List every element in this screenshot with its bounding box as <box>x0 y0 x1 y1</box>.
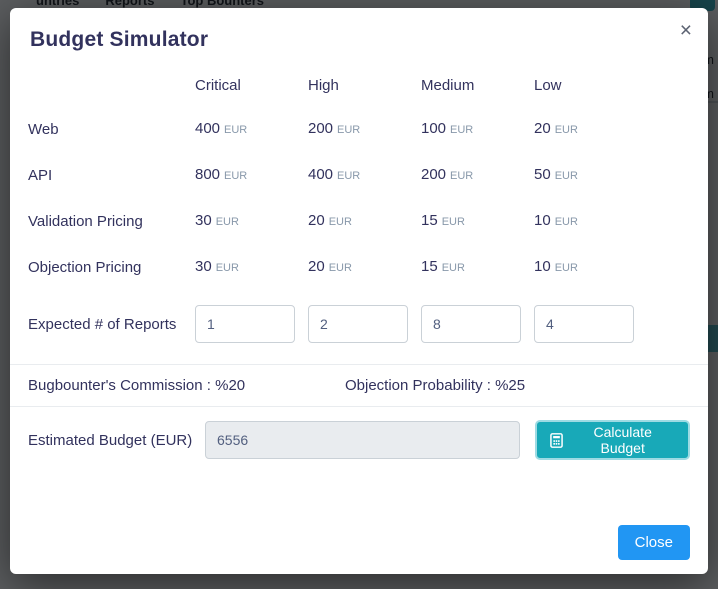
price-cell: 10 EUR <box>534 212 690 230</box>
column-header-low: Low <box>534 76 562 94</box>
table-row-validation-pricing: Validation Pricing 30 EUR 20 EUR 15 EUR 10 E… <box>28 198 690 244</box>
price-value: 20 <box>534 120 551 137</box>
price-value: 100 <box>421 120 447 137</box>
currency-unit: EUR <box>554 216 578 228</box>
currency-unit: EUR <box>554 170 578 182</box>
currency-unit: EUR <box>450 124 474 136</box>
reports-input-low[interactable] <box>534 305 634 343</box>
currency-unit: EUR <box>215 216 239 228</box>
row-label: Expected # of Reports <box>28 315 177 333</box>
price-value: 15 <box>421 212 438 229</box>
price-value: 50 <box>534 166 551 183</box>
currency-unit: EUR <box>215 262 239 274</box>
input-cell <box>308 305 421 343</box>
price-value: 200 <box>308 120 334 137</box>
estimated-budget-label: Estimated Budget (EUR) <box>28 431 193 449</box>
currency-unit: EUR <box>337 124 361 136</box>
pricing-table: Critical High Medium Low Web 400 EUR 200 E… <box>10 64 708 358</box>
commission-text: Bugbounter's Commission : %20 <box>28 377 246 394</box>
column-header-critical: Critical <box>195 76 241 94</box>
price-cell: 30 EUR <box>195 258 308 276</box>
reports-input-medium[interactable] <box>421 305 521 343</box>
price-value: 800 <box>195 166 221 183</box>
row-label: Objection Pricing <box>28 258 142 276</box>
currency-unit: EUR <box>441 216 465 228</box>
modal-footer: Close <box>10 525 708 574</box>
price-cell: 15 EUR <box>421 258 534 276</box>
price-cell: 200 EUR <box>421 166 534 184</box>
input-cell <box>195 305 308 343</box>
price-cell: 50 EUR <box>534 166 690 184</box>
price-value: 10 <box>534 258 551 275</box>
currency-unit: EUR <box>224 124 248 136</box>
currency-unit: EUR <box>554 124 578 136</box>
table-row-api: API 800 EUR 400 EUR 200 EUR 50 EUR <box>28 152 690 198</box>
price-value: 10 <box>534 212 551 229</box>
price-value: 15 <box>421 258 438 275</box>
row-label: Web <box>28 120 59 138</box>
price-cell: 400 EUR <box>308 166 421 184</box>
price-value: 30 <box>195 258 212 275</box>
row-label: API <box>28 166 53 184</box>
price-value: 400 <box>308 166 334 183</box>
budget-simulator-modal: Budget Simulator × Critical High Medium … <box>10 8 708 574</box>
table-row-objection-pricing: Objection Pricing 30 EUR 20 EUR 15 EUR 10 EU… <box>28 244 690 290</box>
calculate-budget-button[interactable]: Calculate Budget <box>535 420 690 460</box>
price-cell: 800 EUR <box>195 166 308 184</box>
currency-unit: EUR <box>328 262 352 274</box>
price-cell: 200 EUR <box>308 120 421 138</box>
modal-header: Budget Simulator × <box>10 8 708 64</box>
row-label: Validation Pricing <box>28 212 143 230</box>
currency-unit: EUR <box>224 170 248 182</box>
price-value: 400 <box>195 120 221 137</box>
price-value: 20 <box>308 212 325 229</box>
table-header-row: Critical High Medium Low <box>28 64 690 106</box>
table-row-expected-reports: Expected # of Reports <box>28 290 690 358</box>
currency-unit: EUR <box>328 216 352 228</box>
price-value: 30 <box>195 212 212 229</box>
close-button[interactable]: Close <box>617 525 690 560</box>
input-cell <box>421 305 534 343</box>
price-cell: 100 EUR <box>421 120 534 138</box>
currency-unit: EUR <box>337 170 361 182</box>
price-cell: 400 EUR <box>195 120 308 138</box>
input-cell <box>534 305 690 343</box>
price-cell: 30 EUR <box>195 212 308 230</box>
price-cell: 20 EUR <box>308 258 421 276</box>
objection-probability-text: Objection Probability : %25 <box>345 377 526 394</box>
table-row-web: Web 400 EUR 200 EUR 100 EUR 20 EUR <box>28 106 690 152</box>
price-value: 20 <box>308 258 325 275</box>
calculator-icon <box>550 432 564 448</box>
price-value: 200 <box>421 166 447 183</box>
currency-unit: EUR <box>441 262 465 274</box>
reports-input-high[interactable] <box>308 305 408 343</box>
currency-unit: EUR <box>554 262 578 274</box>
currency-unit: EUR <box>450 170 474 182</box>
price-cell: 10 EUR <box>534 258 690 276</box>
close-icon[interactable]: × <box>679 19 692 42</box>
calculate-budget-label: Calculate Budget <box>593 424 652 456</box>
price-cell: 20 EUR <box>534 120 690 138</box>
price-cell: 15 EUR <box>421 212 534 230</box>
commission-section: Bugbounter's Commission : %20 Objection … <box>10 364 708 406</box>
modal-title: Budget Simulator <box>30 28 209 51</box>
column-header-high: High <box>308 76 339 94</box>
estimated-budget-input[interactable] <box>205 421 521 459</box>
estimated-budget-section: Estimated Budget (EUR) Calculate Budget <box>10 406 708 475</box>
column-header-medium: Medium <box>421 76 475 94</box>
price-cell: 20 EUR <box>308 212 421 230</box>
reports-input-critical[interactable] <box>195 305 295 343</box>
